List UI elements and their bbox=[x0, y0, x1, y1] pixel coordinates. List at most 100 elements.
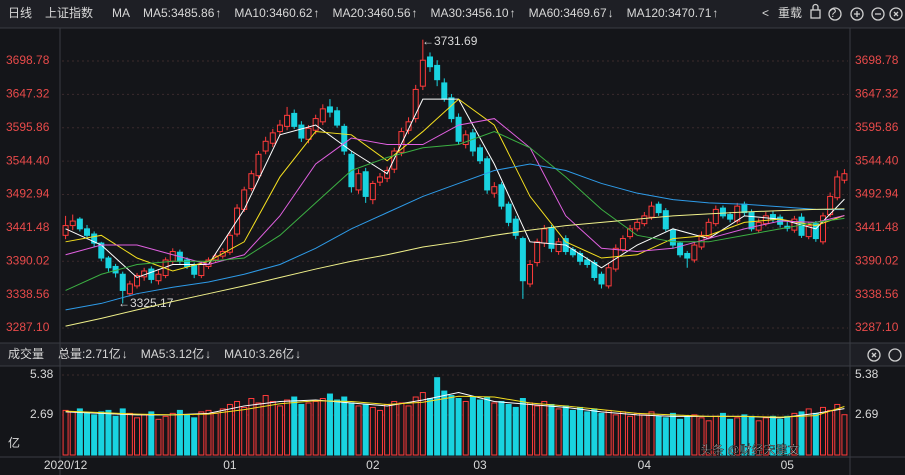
help-icon[interactable] bbox=[828, 7, 842, 21]
volume-bar bbox=[219, 408, 226, 456]
volume-bar bbox=[241, 406, 248, 456]
candle-body bbox=[341, 125, 348, 152]
annotation-low: ←3325.17 bbox=[118, 296, 174, 310]
volume-bar bbox=[234, 400, 241, 456]
volume-bar bbox=[176, 409, 183, 456]
volume-bar bbox=[148, 411, 155, 456]
legend-entry: MA10:3.26亿 bbox=[224, 346, 294, 361]
y-tick-label: 3698.78 bbox=[855, 53, 899, 67]
volume-bar bbox=[326, 393, 333, 456]
volume-bar bbox=[577, 406, 584, 456]
y-tick-label: 5.38 bbox=[30, 367, 54, 381]
ma-line bbox=[65, 131, 845, 291]
volume-bar bbox=[762, 417, 769, 456]
legend-entry: MA5:3485.86 bbox=[143, 6, 215, 20]
y-tick-label: 3647.32 bbox=[6, 87, 50, 101]
candle-body bbox=[455, 116, 462, 142]
candle-body bbox=[812, 223, 819, 240]
volume-bar bbox=[398, 402, 405, 456]
volume-bar bbox=[527, 402, 534, 456]
candle-body bbox=[591, 262, 598, 278]
volume-bar bbox=[184, 414, 191, 456]
volume-bar bbox=[648, 411, 655, 456]
candle-body bbox=[376, 176, 383, 183]
y-tick-label: 5.38 bbox=[855, 367, 879, 381]
volume-bar bbox=[498, 400, 505, 456]
candle-body bbox=[769, 214, 776, 220]
candle-body bbox=[76, 218, 83, 230]
period[interactable]: 日线 bbox=[8, 6, 32, 20]
volume-bar bbox=[562, 405, 569, 456]
legend-entry: MA60:3469.67 bbox=[529, 6, 607, 20]
volume-bar bbox=[512, 406, 519, 456]
volume-bar bbox=[791, 412, 798, 456]
volume-bar bbox=[62, 409, 69, 456]
symbol[interactable]: 上证指数 bbox=[45, 5, 93, 20]
ma-line bbox=[65, 98, 845, 272]
volume-bar bbox=[727, 418, 734, 456]
volume-bar bbox=[384, 403, 391, 456]
volume-bar bbox=[698, 417, 705, 456]
candle-body bbox=[512, 218, 519, 236]
volume-bar bbox=[141, 414, 148, 456]
candle-body bbox=[691, 244, 698, 261]
volume-bar bbox=[655, 415, 662, 456]
candle-body bbox=[148, 268, 155, 280]
y-tick-label: 3441.48 bbox=[855, 220, 899, 234]
candle-body bbox=[462, 134, 469, 146]
candle-body bbox=[505, 203, 512, 223]
candle-body bbox=[469, 132, 476, 152]
lock-icon[interactable] bbox=[810, 9, 821, 19]
x-tick-label: 04 bbox=[638, 458, 652, 472]
candle-body bbox=[684, 252, 691, 259]
volume-bar bbox=[534, 405, 541, 456]
candle-body bbox=[655, 203, 662, 214]
zoom-out-icon[interactable] bbox=[871, 7, 885, 21]
candle-body bbox=[91, 233, 98, 244]
legend-entry: MA30:3456.10 bbox=[431, 6, 509, 20]
candle-body bbox=[619, 238, 626, 251]
volume-unit: 亿 bbox=[8, 435, 20, 450]
close-icon[interactable] bbox=[889, 7, 903, 21]
volume-bar bbox=[98, 411, 105, 456]
prev-arrow[interactable]: < bbox=[762, 6, 769, 20]
candle-body bbox=[269, 132, 276, 144]
y-tick-label: 3544.40 bbox=[855, 153, 899, 167]
volume-bar bbox=[298, 403, 305, 456]
candle-body bbox=[669, 229, 676, 246]
y-tick-label: 3287.10 bbox=[6, 320, 50, 334]
candle-body bbox=[312, 118, 319, 131]
y-tick-label: 3390.02 bbox=[855, 253, 899, 267]
indicator[interactable]: MA bbox=[112, 6, 130, 20]
candle-body bbox=[819, 215, 826, 243]
candle-body bbox=[648, 205, 655, 218]
watermark: 头条 @财经宋建文 bbox=[700, 442, 800, 457]
volume-bar bbox=[705, 420, 712, 456]
volume-bar bbox=[262, 395, 269, 456]
candle-body bbox=[555, 241, 562, 253]
volume-bar bbox=[619, 411, 626, 456]
close-icon[interactable] bbox=[867, 348, 881, 362]
candle-body bbox=[741, 203, 748, 214]
lock-shackle bbox=[812, 3, 819, 10]
reload[interactable]: 重载 bbox=[778, 6, 802, 20]
volume-bar bbox=[319, 398, 326, 456]
expand-icon[interactable] bbox=[888, 348, 902, 362]
candle-body bbox=[426, 56, 433, 68]
volume-bar bbox=[276, 405, 283, 456]
candle-body bbox=[226, 234, 233, 253]
volume-bar bbox=[269, 400, 276, 456]
candle-body bbox=[84, 228, 91, 236]
y-tick-label: 2.69 bbox=[855, 407, 879, 421]
volume-bar bbox=[548, 403, 555, 456]
volume-bar bbox=[405, 405, 412, 456]
plus bbox=[854, 11, 860, 17]
candle-body bbox=[198, 264, 205, 277]
zoom-in-icon[interactable] bbox=[850, 7, 864, 21]
candle-body bbox=[491, 186, 498, 194]
candle-body bbox=[627, 228, 634, 238]
volume-bar bbox=[355, 405, 362, 456]
y-tick-label: 3338.56 bbox=[855, 287, 899, 301]
volume-bar bbox=[205, 409, 212, 456]
volume-bar bbox=[105, 409, 112, 456]
